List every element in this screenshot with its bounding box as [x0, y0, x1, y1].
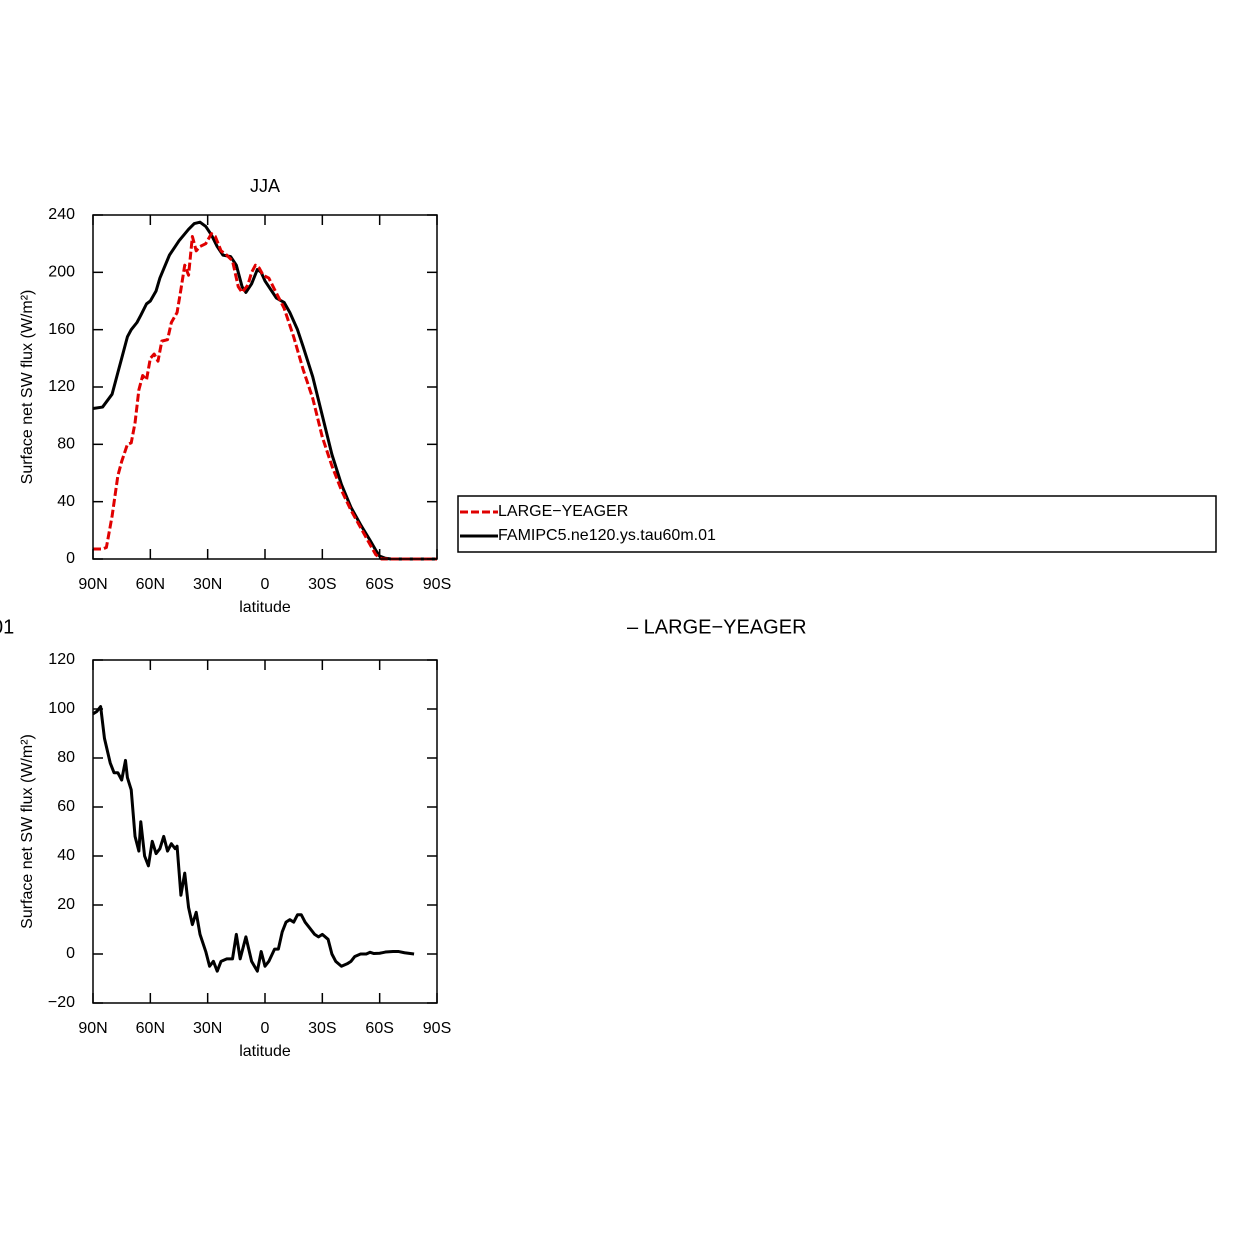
x-tick-label: 90S — [423, 1020, 451, 1037]
legend-label: LARGE−YEAGER — [498, 503, 628, 520]
x-tick-label: 0 — [261, 576, 270, 593]
y-tick-label: 240 — [48, 206, 75, 223]
y-tick-label: 80 — [57, 749, 75, 766]
legend-label: FAMIPC5.ne120.ys.tau60m.01 — [498, 527, 716, 544]
x-tick-label: 0 — [261, 1020, 270, 1037]
y-tick-label: 120 — [48, 378, 75, 395]
x-tick-label: 60N — [136, 1020, 165, 1037]
x-tick-label: 90S — [423, 576, 451, 593]
y-tick-label: 0 — [66, 550, 75, 567]
y-tick-label: 0 — [66, 945, 75, 962]
data-line — [93, 232, 437, 561]
x-tick-label: 60S — [365, 1020, 393, 1037]
chart-title: JJA — [250, 176, 280, 196]
x-tick-label: 30S — [308, 576, 336, 593]
chart-title-fragment: 01 — [0, 616, 14, 638]
y-tick-label: 160 — [48, 321, 75, 338]
y-tick-label: 40 — [57, 847, 75, 864]
x-tick-label: 30S — [308, 1020, 336, 1037]
y-tick-label: 120 — [48, 651, 75, 668]
y-axis-label: Surface net SW flux (W/m²) — [19, 290, 36, 485]
plot-frame — [92, 214, 438, 560]
y-tick-label: 200 — [48, 264, 75, 281]
y-tick-label: 20 — [57, 896, 75, 913]
y-tick-label: 80 — [57, 436, 75, 453]
x-tick-label: 60S — [365, 576, 393, 593]
x-tick-label: 60N — [136, 576, 165, 593]
y-tick-label: 100 — [48, 700, 75, 717]
data-line — [92, 220, 437, 561]
x-tick-label: 30N — [193, 1020, 222, 1037]
x-tick-label: 90N — [78, 1020, 107, 1037]
y-axis-label: Surface net SW flux (W/m²) — [19, 734, 36, 929]
y-tick-label: 60 — [57, 798, 75, 815]
x-axis-label: latitude — [239, 1043, 291, 1060]
data-line — [92, 705, 415, 973]
chart-title-fragment: – LARGE−YEAGER — [627, 616, 807, 638]
x-tick-label: 30N — [193, 576, 222, 593]
y-tick-label: −20 — [48, 994, 75, 1011]
x-axis-label: latitude — [239, 599, 291, 616]
x-tick-label: 90N — [78, 576, 107, 593]
legend-box — [457, 495, 1217, 553]
y-tick-label: 40 — [57, 493, 75, 510]
